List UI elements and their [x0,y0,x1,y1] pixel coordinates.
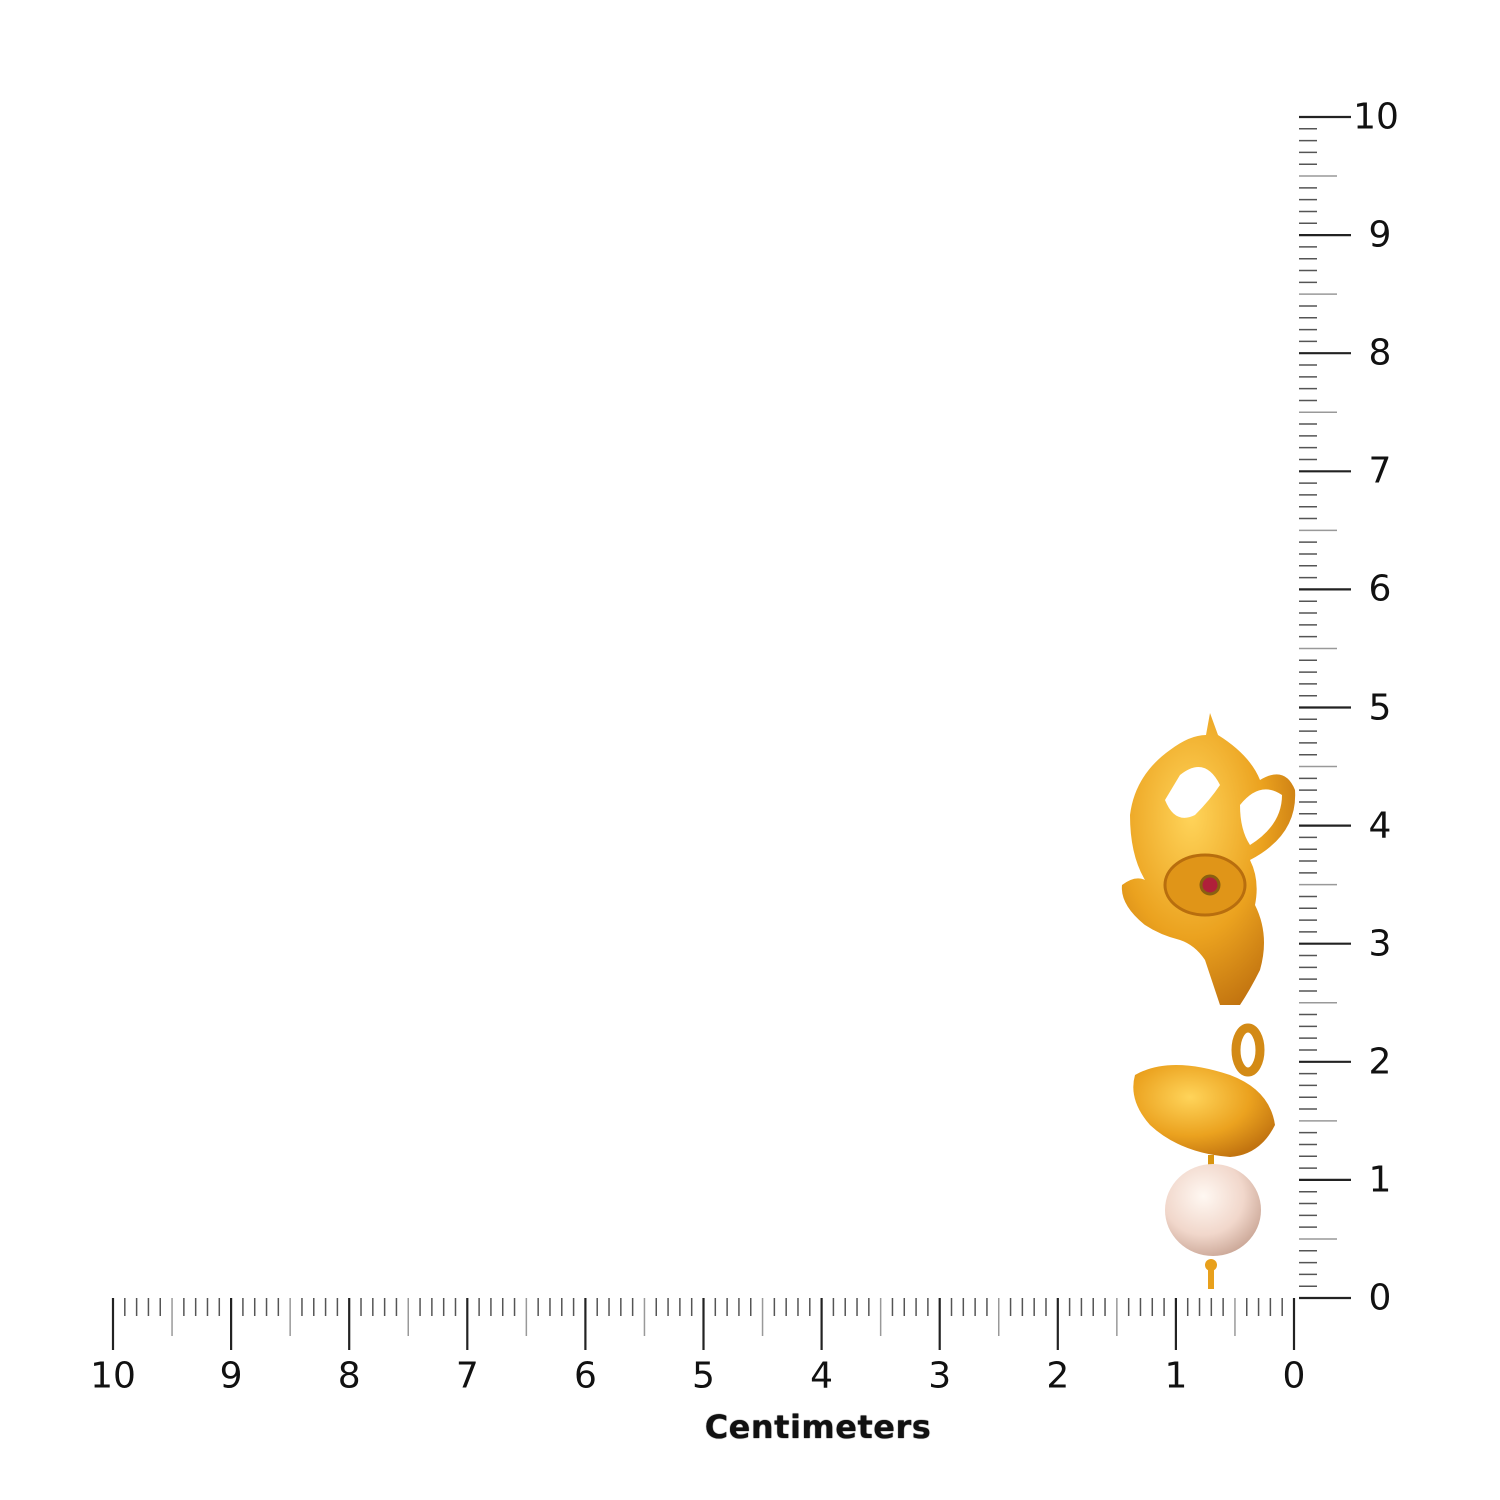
earring-image [1121,713,1296,1289]
h-tick-label: 2 [1046,1355,1070,1397]
h-tick-label: 0 [1282,1355,1306,1397]
h-tick-label: 10 [90,1355,136,1397]
h-tick-label: 5 [692,1355,715,1397]
v-tick-label: 9 [1368,214,1392,256]
v-tick-label: 10 [1353,96,1399,138]
v-tick-label: 7 [1368,450,1392,492]
v-tick-label: 0 [1368,1277,1392,1319]
v-tick-label: 6 [1368,568,1392,610]
h-tick-label: 9 [219,1355,243,1397]
h-tick-label: 3 [928,1355,952,1397]
h-tick-label: 4 [810,1355,834,1397]
pearl [1165,1155,1261,1289]
v-tick-label: 1 [1368,1159,1392,1201]
h-tick-label: 1 [1164,1355,1188,1397]
v-tick-label: 5 [1368,687,1392,728]
unit-label: Centimeters [704,1408,932,1446]
leaf-drop [1133,1065,1275,1157]
ring-link [1231,1023,1265,1077]
v-tick-label: 2 [1368,1041,1392,1083]
v-tick-label: 8 [1368,332,1392,374]
v-tick-label: 3 [1368,923,1392,965]
peacock-top [1121,713,1296,1005]
h-tick-label: 7 [455,1355,479,1397]
h-tick-label: 6 [573,1355,597,1397]
h-tick-label: 8 [337,1355,361,1397]
v-tick-label: 4 [1368,805,1392,847]
